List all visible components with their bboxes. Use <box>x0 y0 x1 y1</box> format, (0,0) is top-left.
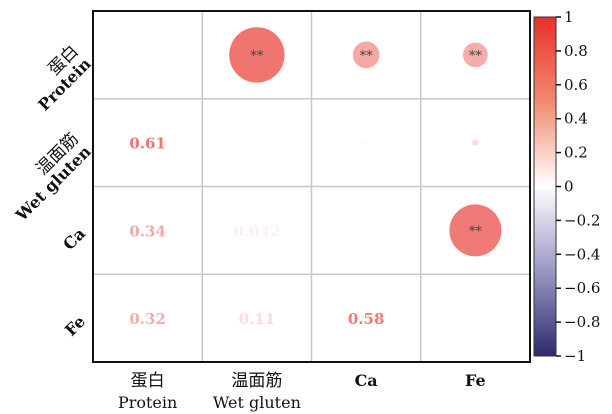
colorbar-gradient <box>533 16 557 357</box>
correlation-circle <box>472 139 479 146</box>
correlation-circle <box>463 42 488 68</box>
row-label-en: Fe <box>61 312 89 340</box>
column-label: Fe <box>465 371 486 390</box>
significance-label: ** <box>469 49 483 64</box>
colorbar-tick-label: −0.6 <box>564 279 600 297</box>
correlation-circle <box>365 141 368 144</box>
row-label-en: Ca <box>59 224 89 254</box>
significance-label: ** <box>469 224 483 239</box>
grid-lines <box>93 11 530 362</box>
correlation-value-label: 0.11 <box>239 310 276 328</box>
colorbar-tick-label: 0.6 <box>564 76 588 94</box>
colorbar-tick-label: −0.2 <box>564 211 600 229</box>
column-labels: 蛋白 Protein 温面筋 Wet gluten Ca Fe <box>118 371 486 412</box>
colorbar: 1 0.8 0.6 0.4 0.2 0 −0.2 −0.4 −0.6 −0.8 −1 <box>533 8 600 365</box>
column-label: Ca <box>355 371 378 390</box>
correlation-value-label: 0.32 <box>129 310 166 328</box>
significance-label: ** <box>360 49 374 64</box>
row-label: Ca <box>59 224 89 254</box>
correlation-circle <box>449 204 502 257</box>
correlation-value-label: 0.042 <box>233 222 280 240</box>
correlation-value-label: 0.61 <box>129 135 166 153</box>
colorbar-tick-label: −0.8 <box>564 313 600 331</box>
column-label-zh: 温面筋 <box>231 371 282 391</box>
row-label: Fe <box>61 312 89 340</box>
colorbar-tick-label: 0 <box>564 178 574 196</box>
colorbar-tick-label: 0.8 <box>564 42 588 60</box>
colorbar-tick-label: −1 <box>564 347 586 365</box>
colorbar-tick-label: 1 <box>564 8 574 26</box>
plot-frame <box>92 10 531 363</box>
colorbar-tick-label: 0.2 <box>564 144 588 162</box>
correlation-value-label: 0.58 <box>348 310 385 328</box>
column-label-zh: 蛋白 <box>131 371 165 391</box>
colorbar-tick-label: 0.4 <box>564 110 588 128</box>
column-label-en: Protein <box>118 393 177 412</box>
correlation-circle <box>352 41 380 69</box>
cell-marks: ** ** ** ** 0.61 0.34 0.32 0.042 0.11 0.58 <box>129 27 502 328</box>
correlation-circle <box>229 27 285 83</box>
column-label-en: Wet gluten <box>213 393 301 412</box>
colorbar-tick-label: −0.4 <box>564 245 600 263</box>
correlation-value-label: 0.34 <box>129 222 166 240</box>
significance-label: ** <box>250 49 264 64</box>
